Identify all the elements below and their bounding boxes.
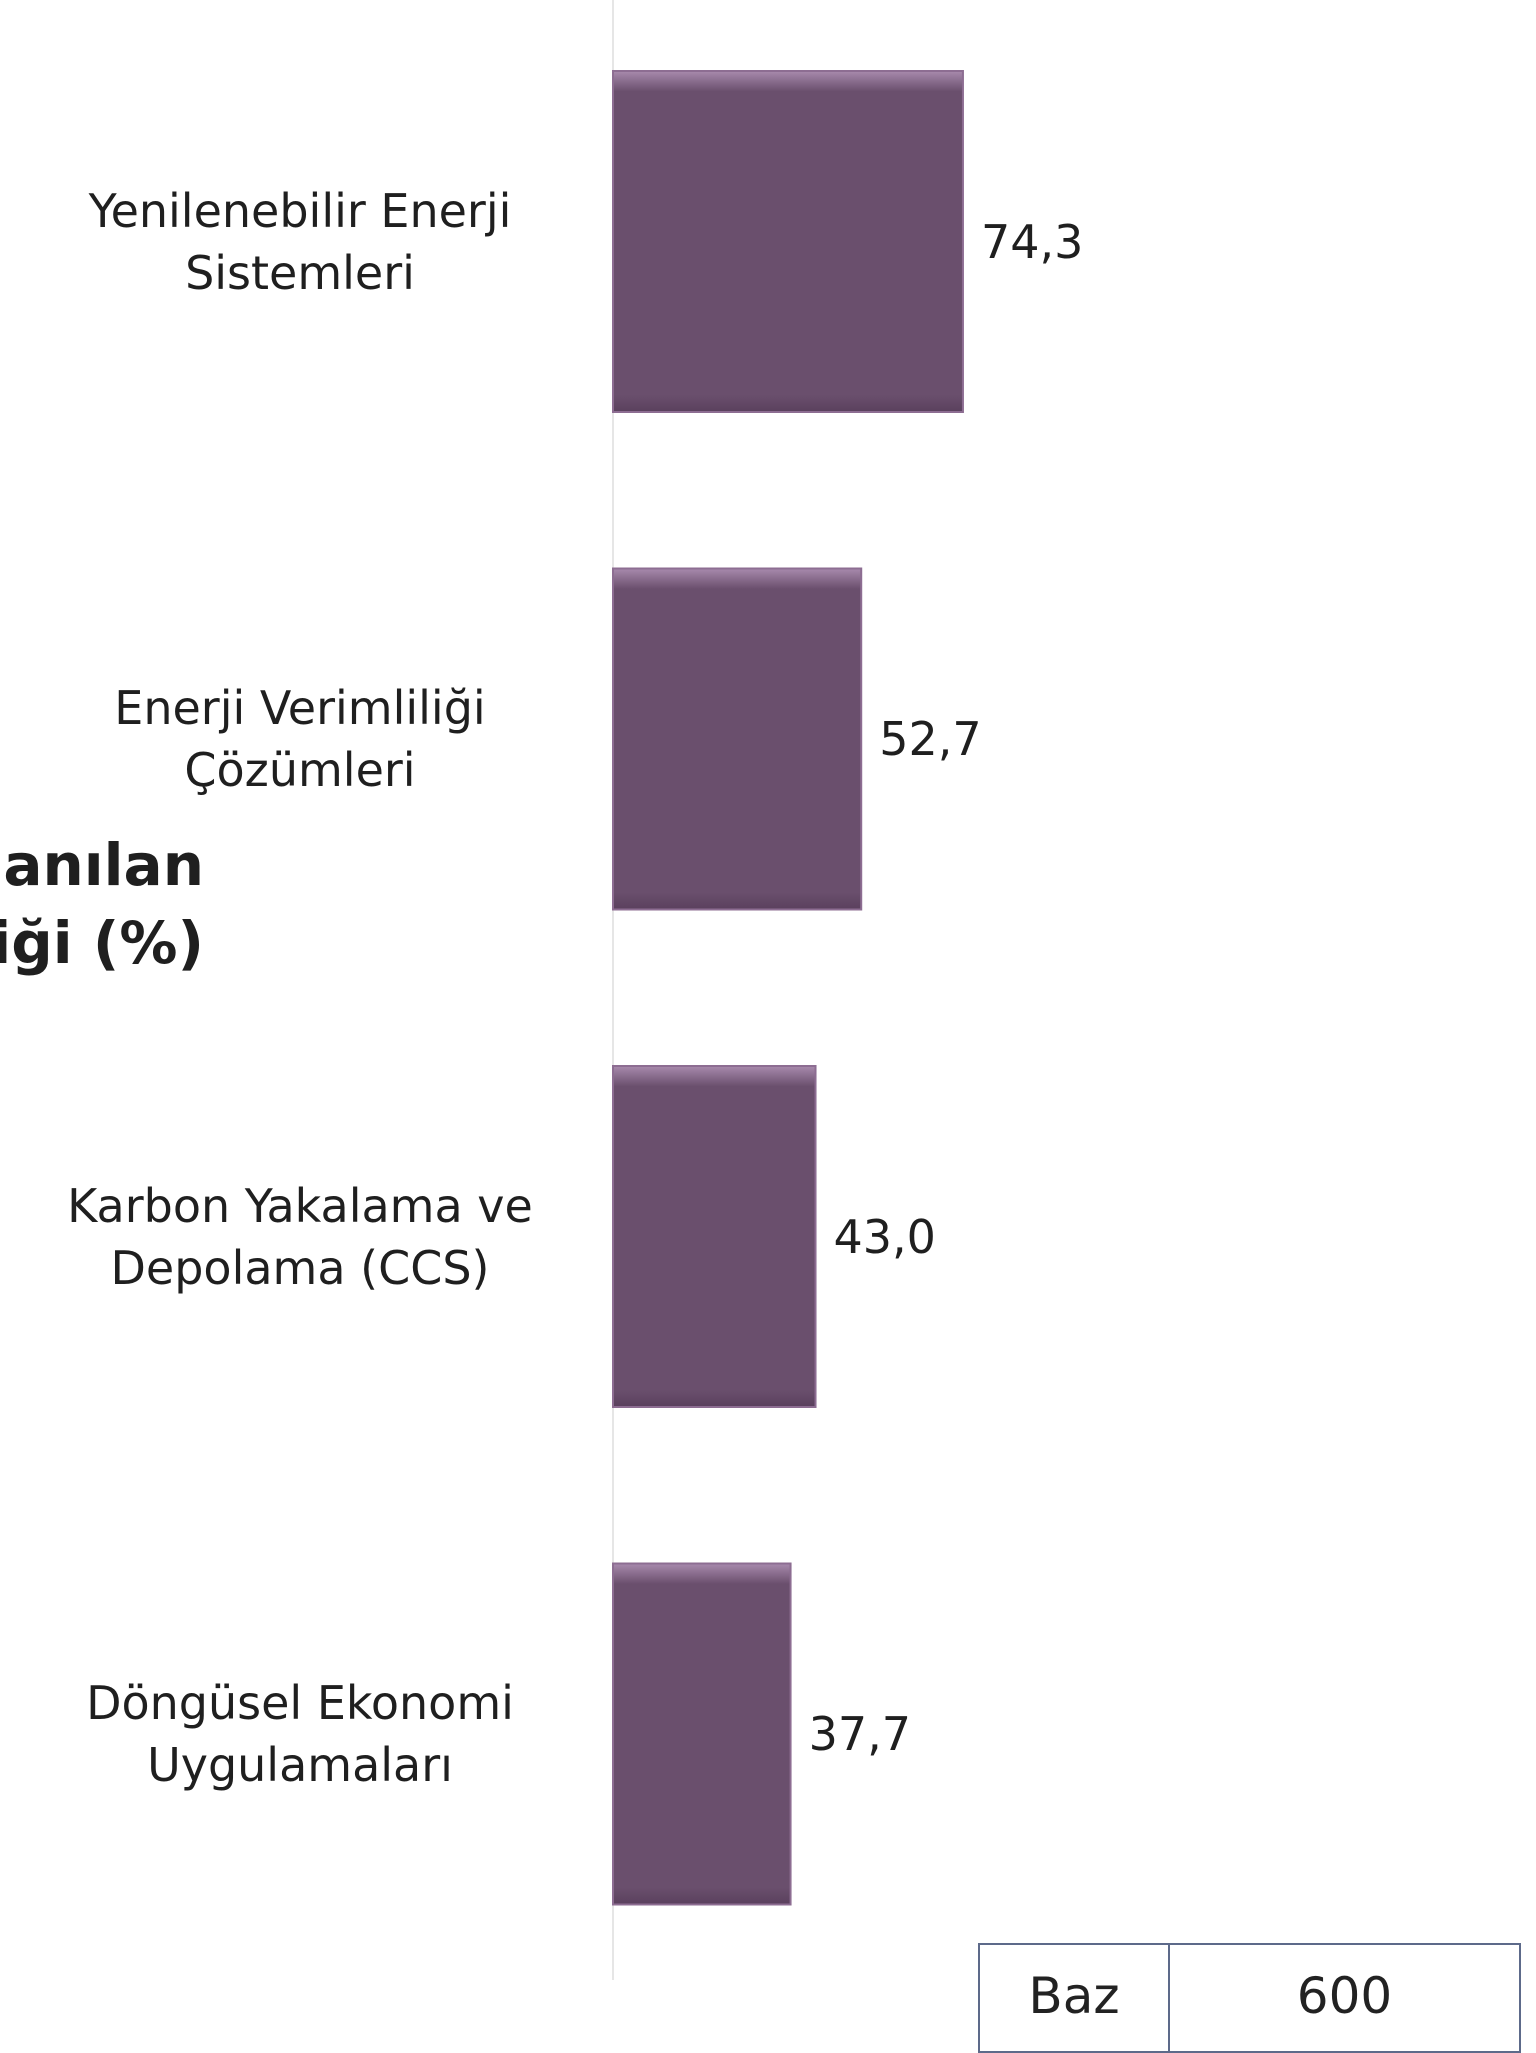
bar xyxy=(612,1562,792,1906)
category-label: Döngüsel Ekonomi Uygulamaları xyxy=(86,1676,514,1792)
title-line: liği (%) xyxy=(0,909,204,977)
bar xyxy=(612,70,964,413)
category-label: Karbon Yakalama ve Depolama (CCS) xyxy=(67,1178,533,1295)
base-value: 600 xyxy=(1296,1967,1393,2025)
value-label: 43,0 xyxy=(833,1209,936,1264)
value-label: 74,3 xyxy=(980,214,1084,269)
category-label: Enerji Verimliliği Çözümleri xyxy=(114,681,486,797)
base-label: Baz xyxy=(980,1945,1170,2051)
base-table: Baz 600 xyxy=(978,1943,1521,2053)
category-label: Yenilenebilir Enerji Sistemleri xyxy=(88,183,512,300)
title-line: lanılan xyxy=(0,831,204,899)
value-label: 37,7 xyxy=(808,1707,911,1761)
value-label: 52,7 xyxy=(879,712,982,766)
bar xyxy=(612,567,863,911)
chart-title: lanılan liği (%) xyxy=(0,826,204,982)
bar xyxy=(612,1065,817,1408)
